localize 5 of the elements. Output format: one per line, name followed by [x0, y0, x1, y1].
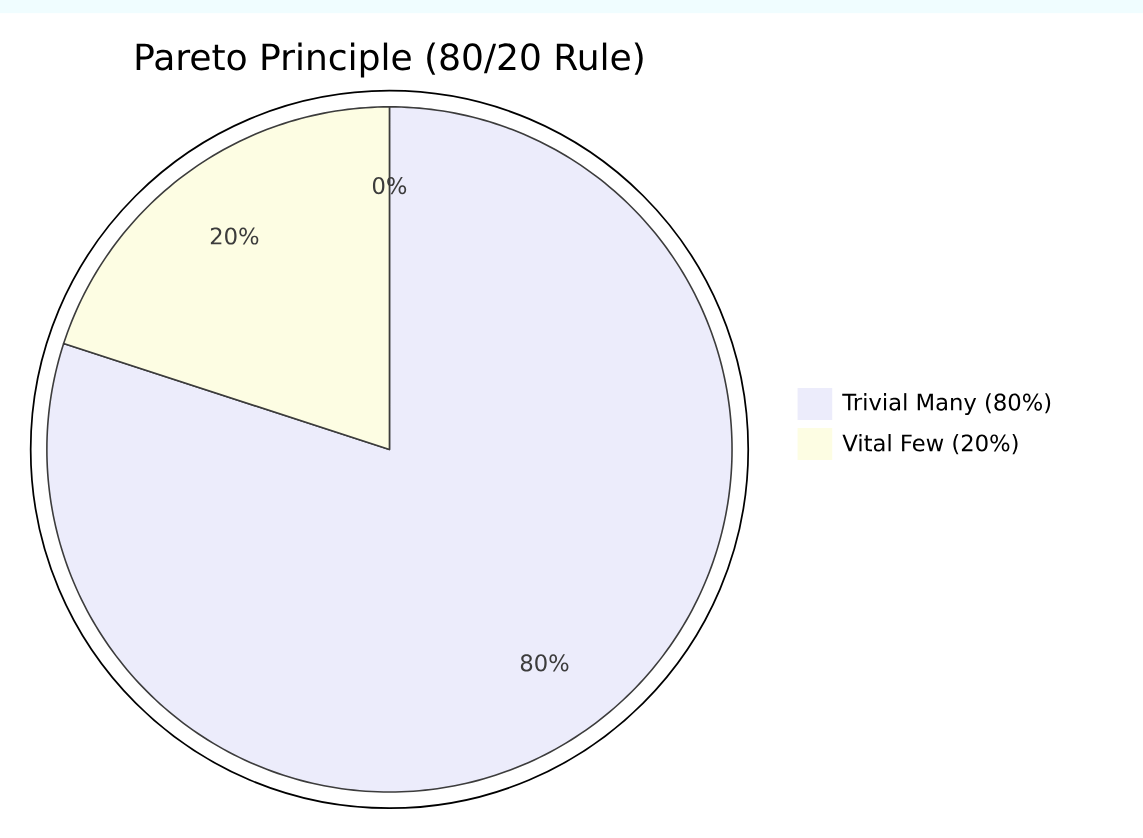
chart-title: Pareto Principle (80/20 Rule): [136, 42, 643, 78]
data-label: 80%: [520, 654, 569, 672]
legend-label: Trivial Many (80%): [842, 393, 1051, 416]
legend-label: Vital Few (20%): [842, 434, 1018, 455]
data-label: 20%: [210, 227, 259, 245]
